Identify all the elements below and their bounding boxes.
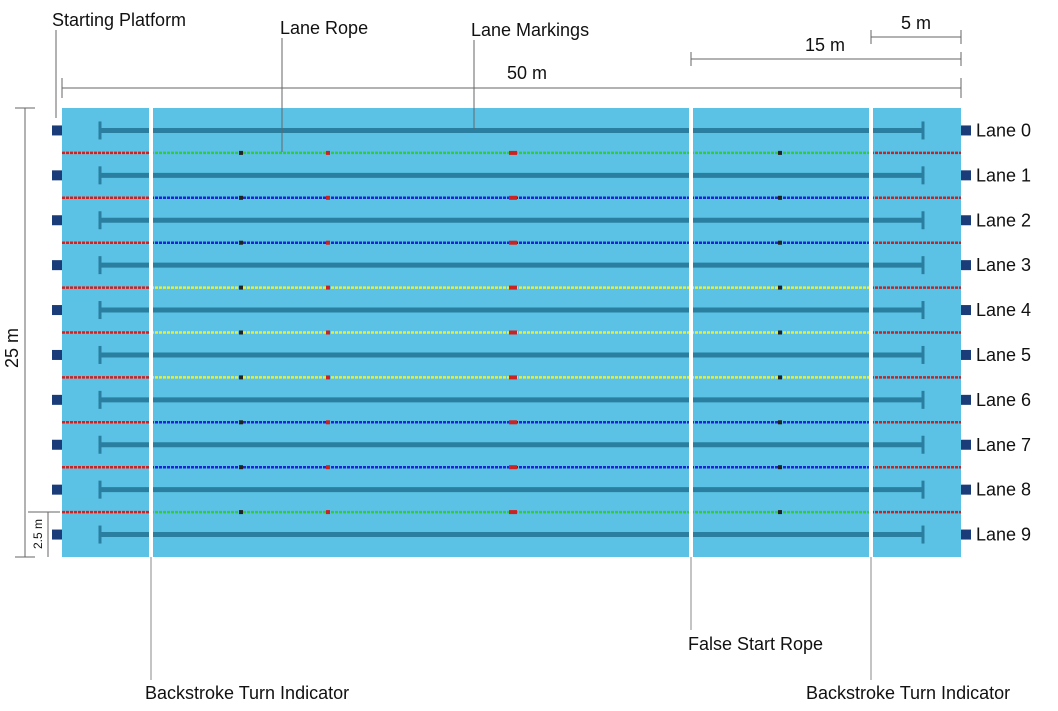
- lane-rope: [62, 465, 961, 470]
- lane-rope: [62, 330, 961, 335]
- lane-end-marker: [961, 305, 971, 316]
- starting-platform: [52, 349, 62, 360]
- backstroke-distance-label: 5 m: [901, 13, 931, 33]
- lane-rope: [62, 375, 961, 380]
- lane-marking: [98, 121, 925, 140]
- width-label: 25 m: [2, 328, 22, 368]
- lane-label: Lane 6: [976, 390, 1031, 410]
- starting-platform: [52, 260, 62, 271]
- lane-label: Lane 5: [976, 345, 1031, 365]
- dimension-backstroke: [870, 30, 962, 44]
- lane-end-marker: [961, 349, 971, 360]
- lane-end-marker: [961, 260, 971, 271]
- lane-marking: [98, 166, 925, 185]
- lane-label: Lane 4: [976, 300, 1031, 320]
- starting-platform: [52, 394, 62, 405]
- lane-label: Lane 7: [976, 435, 1031, 455]
- lane-marking: [98, 480, 925, 499]
- lane-end-marker: [961, 529, 971, 540]
- starting-platform: [52, 170, 62, 181]
- lane-width-label: 2.5 m: [31, 519, 45, 549]
- lane-label: Lane 9: [976, 525, 1031, 545]
- lane-rope: [62, 420, 961, 425]
- length-label: 50 m: [507, 63, 547, 83]
- starting-platforms-group: [52, 125, 62, 540]
- lane-rope-label: Lane Rope: [280, 18, 368, 38]
- lane-markings-group: [98, 121, 925, 544]
- dimension-lane-width: [28, 511, 60, 557]
- false-start-distance-label: 15 m: [805, 35, 845, 55]
- lane-marking: [98, 525, 925, 544]
- lane-label: Lane 8: [976, 480, 1031, 500]
- starting-platform: [52, 125, 62, 136]
- lane-label: Lane 1: [976, 165, 1031, 185]
- lane-markings-label: Lane Markings: [471, 20, 589, 40]
- lane-marking: [98, 301, 925, 320]
- lane-end-marker: [961, 215, 971, 226]
- lane-rope: [62, 150, 961, 155]
- dimension-length: [61, 78, 962, 98]
- backstroke-turn-indicator-left-label: Backstroke Turn Indicator: [145, 683, 349, 703]
- lane-labels-group: Lane 0 Lane 1 Lane 2 Lane 3 Lane 4 Lane 5 Lane…: [961, 120, 1031, 545]
- false-start-rope-label: False Start Rope: [688, 634, 823, 654]
- lane-rope: [62, 195, 961, 200]
- lane-marking: [98, 211, 925, 230]
- lane-end-marker: [961, 125, 971, 136]
- lane-end-marker: [961, 484, 971, 495]
- lane-rope: [62, 285, 961, 290]
- dimension-false-start: [690, 52, 962, 66]
- lane-end-marker: [961, 439, 971, 450]
- lane-label: Lane 3: [976, 255, 1031, 275]
- lane-marking: [98, 435, 925, 454]
- starting-platform: [52, 215, 62, 226]
- starting-platform: [52, 439, 62, 450]
- lane-end-marker: [961, 170, 971, 181]
- lane-rope: [62, 240, 961, 245]
- starting-platform: [52, 484, 62, 495]
- starting-platform-label: Starting Platform: [52, 10, 186, 30]
- dimension-width: [15, 107, 35, 558]
- backstroke-turn-indicator-right-label: Backstroke Turn Indicator: [806, 683, 1010, 703]
- lane-label: Lane 0: [976, 120, 1031, 140]
- lane-marking: [98, 390, 925, 409]
- lane-marking: [98, 256, 925, 275]
- lane-end-marker: [961, 394, 971, 405]
- lane-marking: [98, 345, 925, 364]
- lane-label: Lane 2: [976, 210, 1031, 230]
- starting-platform: [52, 305, 62, 316]
- starting-platform: [52, 529, 62, 540]
